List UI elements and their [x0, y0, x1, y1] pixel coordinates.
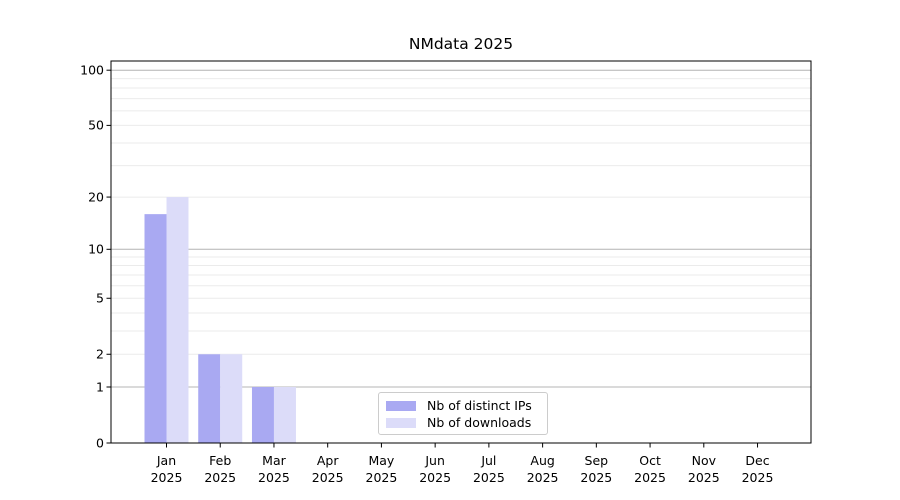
bar-jan-distinct-ips: [144, 214, 167, 443]
x-tick-label-month: Sep: [585, 453, 609, 468]
bar-feb-downloads: [220, 354, 243, 443]
legend-label-distinct-ips: Nb of distinct IPs: [427, 398, 532, 413]
x-tick-label-year: 2025: [473, 470, 505, 485]
x-tick-label-month: Aug: [530, 453, 554, 468]
x-tick-label-month: Mar: [262, 453, 286, 468]
y-tick-label: 1: [96, 379, 104, 394]
x-tick-label-year: 2025: [204, 470, 236, 485]
legend: Nb of distinct IPs Nb of downloads: [378, 392, 548, 435]
x-tick-label-year: 2025: [688, 470, 720, 485]
bar-jan-downloads: [166, 197, 189, 443]
y-tick-label: 20: [88, 189, 104, 204]
legend-label-downloads: Nb of downloads: [427, 415, 532, 430]
x-tick-label-month: Apr: [317, 453, 339, 468]
y-tick-label: 0: [96, 435, 104, 450]
bar-mar-distinct-ips: [251, 387, 274, 443]
x-tick-label-year: 2025: [312, 470, 344, 485]
y-tick-label: 2: [96, 347, 104, 362]
x-tick-label-month: May: [368, 453, 394, 468]
x-tick-label-year: 2025: [527, 470, 559, 485]
y-tick-label: 100: [80, 62, 104, 77]
x-tick-label-year: 2025: [258, 470, 290, 485]
x-tick-label-month: Dec: [745, 453, 769, 468]
x-tick-label-year: 2025: [634, 470, 666, 485]
x-tick-label-year: 2025: [366, 470, 398, 485]
bar-feb-distinct-ips: [198, 354, 221, 443]
x-tick-label-month: Jan: [156, 453, 176, 468]
x-tick-label-month: Oct: [639, 453, 661, 468]
chart-title: NMdata 2025: [408, 35, 514, 53]
x-tick-label-month: Jun: [424, 453, 445, 468]
x-tick-label-year: 2025: [419, 470, 451, 485]
x-tick-label-month: Nov: [692, 453, 717, 468]
legend-entry-downloads: Nb of downloads: [386, 414, 540, 431]
x-tick-label-year: 2025: [580, 470, 612, 485]
y-tick-label: 5: [96, 291, 104, 306]
x-tick-label-year: 2025: [742, 470, 774, 485]
y-tick-label: 50: [88, 118, 104, 133]
plot-frame: [110, 60, 812, 444]
bar-mar-downloads: [273, 387, 296, 443]
legend-swatch-distinct-ips: [386, 400, 416, 411]
x-tick-label-month: Feb: [209, 453, 231, 468]
x-tick-label-month: Jul: [480, 453, 496, 468]
y-tick-label: 10: [88, 242, 104, 257]
legend-entry-distinct-ips: Nb of distinct IPs: [386, 397, 540, 414]
x-tick-label-year: 2025: [151, 470, 183, 485]
legend-swatch-downloads: [386, 417, 416, 428]
